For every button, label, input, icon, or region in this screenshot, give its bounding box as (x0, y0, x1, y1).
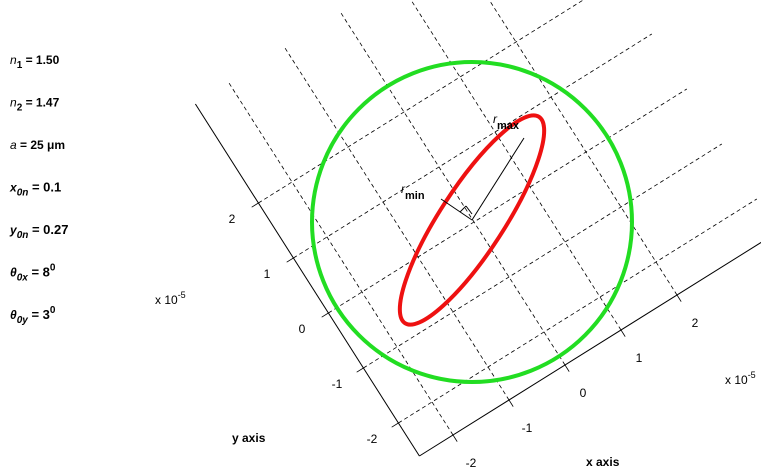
y-tick-label: 2 (229, 212, 236, 226)
y-tick-label: 0 (299, 322, 306, 336)
tick-mark (321, 312, 329, 318)
parameter: y0n = 0.27 (9, 222, 68, 241)
grid-line (258, 0, 584, 204)
tick-mark (286, 257, 294, 263)
tick-mark (452, 434, 458, 442)
scale-note: x 10-5 (725, 370, 756, 387)
subscript: 0x (17, 273, 29, 284)
grid-line (328, 88, 688, 314)
tick-mark (564, 364, 570, 372)
symbol: θ (10, 308, 17, 322)
tick-mark (620, 329, 626, 337)
radius-symbol: r (401, 182, 406, 196)
subscript: 0n (17, 230, 29, 241)
x-tick-label: 0 (580, 386, 587, 400)
superscript: 0 (50, 305, 56, 316)
radius-subscript: min (405, 190, 425, 202)
y-tick-label: 1 (264, 267, 271, 281)
x-tick-label: -1 (522, 421, 533, 435)
y-tick-label: -1 (332, 377, 343, 391)
radius-label: rmax (493, 112, 520, 132)
x-tick-label: 2 (692, 316, 699, 330)
x-axis-line (419, 241, 761, 457)
subscript: 1 (17, 60, 23, 71)
grid (194, 0, 761, 457)
parameter: n2 = 1.47 (10, 96, 60, 114)
y-tick-label: -2 (367, 432, 378, 446)
tick-mark (676, 294, 682, 302)
tick-mark (356, 367, 364, 373)
value: = 0.1 (28, 180, 61, 195)
x-axis-label: x axis (586, 455, 620, 469)
value: = 0.27 (28, 222, 68, 237)
r-min-marker (465, 205, 473, 215)
symbol: n (10, 96, 17, 110)
parameter: n1 = 1.50 (10, 53, 60, 71)
subscript: 0n (17, 188, 29, 199)
x-tick-label: 1 (636, 351, 643, 365)
beam-ellipse (397, 113, 547, 327)
scale-text: x 10 (725, 373, 748, 387)
scale-exponent: -5 (748, 370, 756, 380)
radius-subscript: max (497, 120, 520, 132)
grid-line (398, 198, 758, 424)
x-tick-label: -2 (466, 456, 477, 470)
symbol: n (10, 53, 17, 67)
grid-line (293, 33, 653, 259)
grid-line (284, 47, 510, 401)
subscript: 0y (17, 315, 29, 326)
value: = 25 μm (17, 138, 65, 152)
scale-note: x 10-5 (155, 290, 186, 307)
parameter: x0n = 0.1 (9, 180, 61, 199)
superscript: 0 (50, 263, 56, 274)
value: = 1.50 (22, 53, 59, 67)
grid-line (363, 143, 723, 369)
tick-mark (508, 399, 514, 407)
subscript: 2 (17, 103, 23, 114)
parameter: θ0y = 30 (10, 305, 56, 326)
parameter: a = 25 μm (10, 138, 65, 152)
r-min-line (440, 198, 473, 221)
parameter: θ0x = 80 (10, 263, 56, 284)
symbol: a (10, 138, 17, 152)
y-axis-line (194, 103, 420, 457)
symbol: y (9, 223, 18, 237)
scale-text: x 10 (155, 293, 178, 307)
tick-mark (251, 202, 259, 208)
core-circle (310, 60, 634, 384)
grid-line (410, 0, 622, 331)
symbol: θ (10, 266, 17, 280)
value: = 8 (28, 265, 50, 280)
symbol: x (9, 181, 18, 195)
value: = 1.47 (22, 96, 59, 110)
tick-mark (391, 422, 399, 428)
radius-symbol: r (493, 112, 498, 126)
r-max-line (471, 137, 525, 221)
r-min-marker (459, 205, 467, 213)
scale-exponent: -5 (178, 290, 186, 300)
y-axis-label: y axis (232, 431, 266, 445)
radius-label: rmin (401, 182, 425, 202)
value: = 3 (28, 307, 50, 322)
